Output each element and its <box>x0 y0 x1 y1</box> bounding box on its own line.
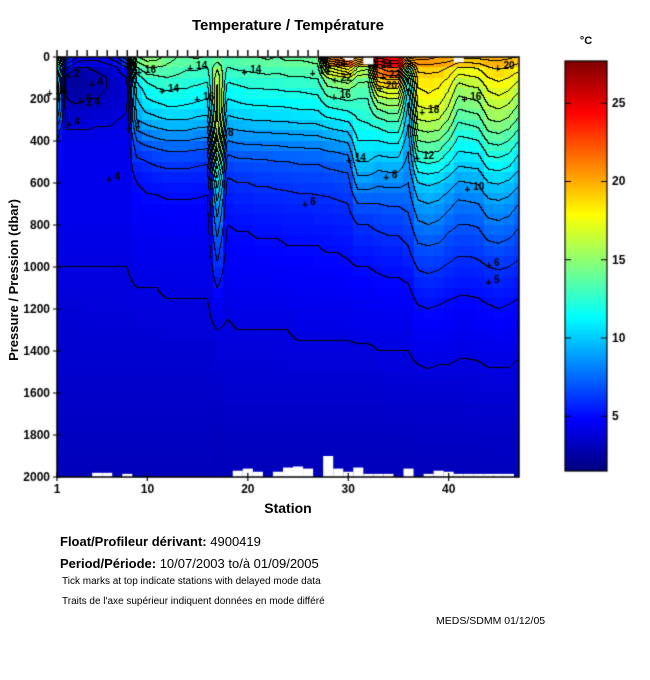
float-value: 4900419 <box>210 534 261 549</box>
period-label: Period/Période: <box>60 556 157 571</box>
period-value: 10/07/2003 to/à 01/09/2005 <box>159 556 319 571</box>
y-axis-label: Pressure / Pression (dbar) <box>6 199 21 361</box>
note-delayed-mode-fr: Traits de l'axe supérieur indiquent donn… <box>62 596 325 607</box>
float-label: Float/Profileur dérivant: <box>60 534 207 549</box>
credit-label: MEDS/SDMM 01/12/05 <box>436 615 546 627</box>
temperature-section-canvas <box>0 0 650 530</box>
period-line: Period/Période: 10/07/2003 to/à 01/09/20… <box>60 556 319 571</box>
float-line: Float/Profileur dérivant: 4900419 <box>60 534 261 549</box>
x-axis-label: Station <box>264 500 312 516</box>
note-delayed-mode-en: Tick marks at top indicate stations with… <box>62 576 321 587</box>
